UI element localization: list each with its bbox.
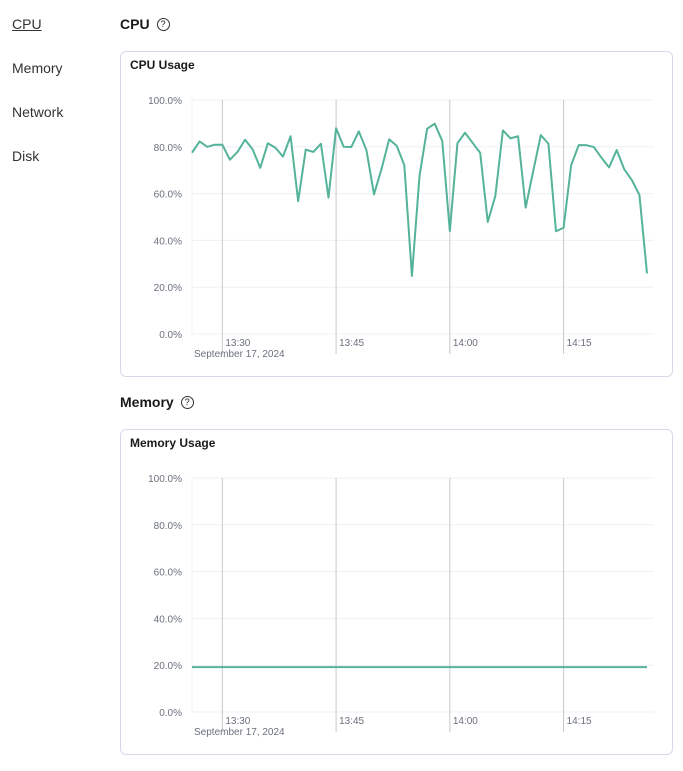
y-tick-label: 100.0%: [148, 96, 182, 107]
side-nav: CPU Memory Network Disk: [12, 16, 63, 192]
cpu-section-title: CPU ?: [120, 16, 170, 32]
y-tick-label: 100.0%: [148, 474, 182, 485]
x-date-label: September 17, 2024: [194, 727, 285, 738]
x-date-label: September 17, 2024: [194, 349, 285, 360]
x-tick-label: 13:45: [339, 716, 364, 727]
x-tick-label: 13:30: [225, 338, 250, 349]
y-tick-label: 80.0%: [154, 143, 182, 154]
y-tick-label: 20.0%: [154, 661, 182, 672]
memory-card-title: Memory Usage: [130, 436, 216, 450]
y-tick-label: 60.0%: [154, 568, 182, 579]
x-tick-label: 13:45: [339, 338, 364, 349]
y-tick-label: 40.0%: [154, 236, 182, 247]
y-tick-label: 60.0%: [154, 190, 182, 201]
cpu-card-title: CPU Usage: [130, 58, 195, 72]
x-tick-label: 13:30: [225, 716, 250, 727]
x-tick-label: 14:15: [567, 338, 592, 349]
memory-usage-card: Memory Usage 0.0% 20.0% 40.0% 60.0% 80.0% 100…: [120, 429, 673, 755]
memory-section-title: Memory ?: [120, 394, 194, 410]
y-tick-label: 0.0%: [159, 330, 182, 341]
usage-series-line: [191, 122, 648, 277]
nav-item-memory[interactable]: Memory: [12, 60, 63, 76]
question-circle-icon[interactable]: ?: [180, 395, 194, 409]
x-tick-label: 14:00: [453, 338, 478, 349]
x-tick-label: 14:15: [567, 716, 592, 727]
y-tick-label: 80.0%: [154, 521, 182, 532]
memory-heading: Memory: [120, 394, 174, 410]
nav-item-cpu[interactable]: CPU: [12, 16, 42, 32]
y-tick-label: 40.0%: [154, 614, 182, 625]
question-circle-icon[interactable]: ?: [156, 17, 170, 31]
cpu-heading: CPU: [120, 16, 150, 32]
x-tick-label: 14:00: [453, 716, 478, 727]
cpu-usage-card: CPU Usage 0.0% 20.0% 40.0% 60.0% 80.0% 100.0%…: [120, 51, 673, 377]
y-tick-label: 0.0%: [159, 708, 182, 719]
nav-item-disk[interactable]: Disk: [12, 148, 40, 164]
y-tick-label: 20.0%: [154, 283, 182, 294]
cpu-usage-chart: 0.0% 20.0% 40.0% 60.0% 80.0% 100.0% 13:30 13:45…: [148, 96, 654, 360]
memory-usage-chart: 0.0% 20.0% 40.0% 60.0% 80.0% 100.0% 13:30 13:45…: [148, 474, 654, 738]
nav-item-network[interactable]: Network: [12, 104, 64, 120]
